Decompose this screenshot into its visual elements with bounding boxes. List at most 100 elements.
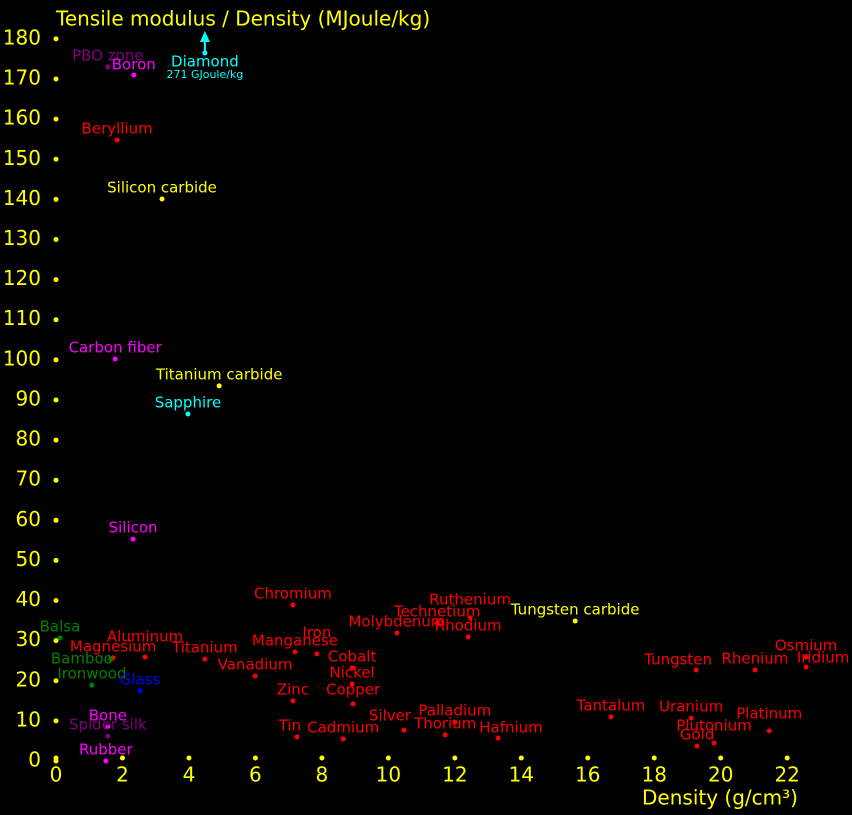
data-point: [752, 667, 758, 673]
y-tick-label: 20: [16, 667, 41, 691]
x-tick-mark: [452, 755, 458, 761]
y-tick-label: 90: [16, 386, 41, 410]
point-label: Nickel: [330, 663, 375, 681]
data-point: [572, 618, 578, 624]
data-point: [314, 651, 320, 657]
data-point: [467, 615, 473, 621]
data-point: [112, 356, 118, 362]
y-tick-mark: [53, 678, 59, 684]
data-point: [89, 682, 95, 688]
point-label: Rhodium: [435, 617, 502, 635]
data-point: [608, 714, 614, 720]
point-label: Platinum: [736, 704, 802, 722]
point-label: Boron: [112, 56, 156, 74]
point-label: Ruthenium: [429, 590, 511, 608]
data-point: [131, 72, 137, 78]
data-point: [711, 740, 717, 746]
data-point: [105, 64, 111, 70]
y-tick-mark: [53, 598, 59, 604]
y-tick-mark: [53, 517, 59, 523]
point-label: Beryllium: [82, 120, 153, 138]
y-tick-label: 70: [16, 467, 41, 491]
point-label: Balsa: [40, 617, 81, 635]
y-tick-label: 0: [28, 748, 41, 772]
point-label: Tungsten: [643, 650, 712, 668]
data-point: [495, 735, 501, 741]
data-point: [349, 681, 355, 687]
x-tick-mark: [319, 755, 325, 761]
y-tick-label: 150: [3, 146, 41, 170]
data-point: [57, 635, 63, 641]
data-point: [159, 196, 165, 202]
x-tick-label: 18: [642, 763, 667, 787]
data-point: [803, 654, 809, 660]
data-point: [105, 733, 111, 739]
point-label: Palladium: [418, 702, 491, 720]
x-tick-mark: [186, 755, 192, 761]
y-tick-label: 50: [16, 547, 41, 571]
x-tick-label: 6: [249, 763, 262, 787]
point-label: Molybdenum: [348, 613, 445, 631]
y-tick-label: 120: [3, 266, 41, 290]
point-label: Vanadium: [218, 655, 293, 673]
x-tick-mark: [784, 755, 790, 761]
y-tick-mark: [53, 557, 59, 563]
point-label: Iridium: [797, 649, 850, 667]
data-point: [216, 383, 222, 389]
y-tick-mark: [53, 236, 59, 242]
y-tick-mark: [53, 317, 59, 323]
y-tick-mark: [53, 357, 59, 363]
data-point: [108, 656, 114, 662]
point-label: Carbon fiber: [69, 339, 163, 357]
point-label: Technetium: [393, 603, 481, 621]
point-label: Osmium: [775, 637, 838, 655]
chart-title: Tensile modulus / Density (MJoule/kg): [55, 7, 430, 31]
point-label: Bamboo: [51, 650, 113, 668]
data-point: [294, 734, 300, 740]
point-label: Rubber: [79, 741, 134, 759]
x-tick-label: 14: [509, 763, 534, 787]
data-point: [114, 137, 120, 143]
data-point: [442, 732, 448, 738]
data-point: [202, 656, 208, 662]
point-label: Cobalt: [328, 647, 377, 665]
y-tick-mark: [53, 76, 59, 82]
point-label: Spider silk: [69, 716, 147, 734]
data-point: [350, 701, 356, 707]
y-tick-mark: [53, 36, 59, 42]
y-tick-mark: [53, 196, 59, 202]
data-point: [137, 688, 143, 694]
data-point: [465, 634, 471, 640]
y-tick-mark: [53, 477, 59, 483]
point-label: Hafnium: [479, 719, 543, 737]
y-tick-label: 110: [3, 306, 41, 330]
point-label: Tantalum: [576, 696, 646, 714]
y-tick-label: 60: [16, 507, 41, 531]
point-label: Uranium: [659, 698, 723, 716]
data-point: [401, 727, 407, 733]
point-label: Titanium carbide: [155, 365, 283, 383]
x-tick-mark: [585, 755, 591, 761]
data-point: [394, 630, 400, 636]
annotation: 271 GJoule/kg: [166, 68, 243, 81]
x-tick-label: 0: [50, 763, 63, 787]
point-label: Tungsten carbide: [510, 600, 640, 618]
point-label: Bone: [89, 706, 127, 724]
y-tick-label: 10: [16, 707, 41, 731]
x-tick-label: 4: [183, 763, 196, 787]
data-point: [252, 673, 258, 679]
data-point: [803, 664, 809, 670]
y-tick-mark: [53, 277, 59, 283]
x-tick-label: 12: [442, 763, 467, 787]
point-label: Cadmium: [307, 718, 379, 736]
arrow-head: [199, 31, 210, 42]
point-label: Silicon: [109, 519, 158, 537]
data-point: [142, 654, 148, 660]
point-label: Thorium: [413, 714, 476, 732]
y-tick-mark: [53, 437, 59, 443]
y-tick-label: 170: [3, 66, 41, 90]
point-label: Silver: [369, 707, 412, 725]
y-tick-mark: [53, 638, 59, 644]
x-tick-mark: [53, 755, 59, 761]
